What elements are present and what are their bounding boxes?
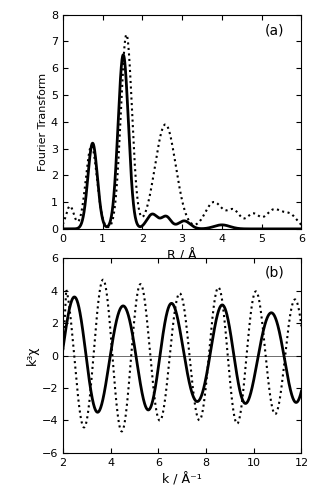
Y-axis label: k³χ: k³χ	[26, 346, 39, 365]
X-axis label: k / Å⁻¹: k / Å⁻¹	[162, 473, 202, 487]
Text: (a): (a)	[265, 23, 285, 37]
Y-axis label: Fourier Transform: Fourier Transform	[38, 73, 48, 171]
X-axis label: R / Å: R / Å	[167, 249, 197, 263]
Text: (b): (b)	[265, 266, 285, 280]
